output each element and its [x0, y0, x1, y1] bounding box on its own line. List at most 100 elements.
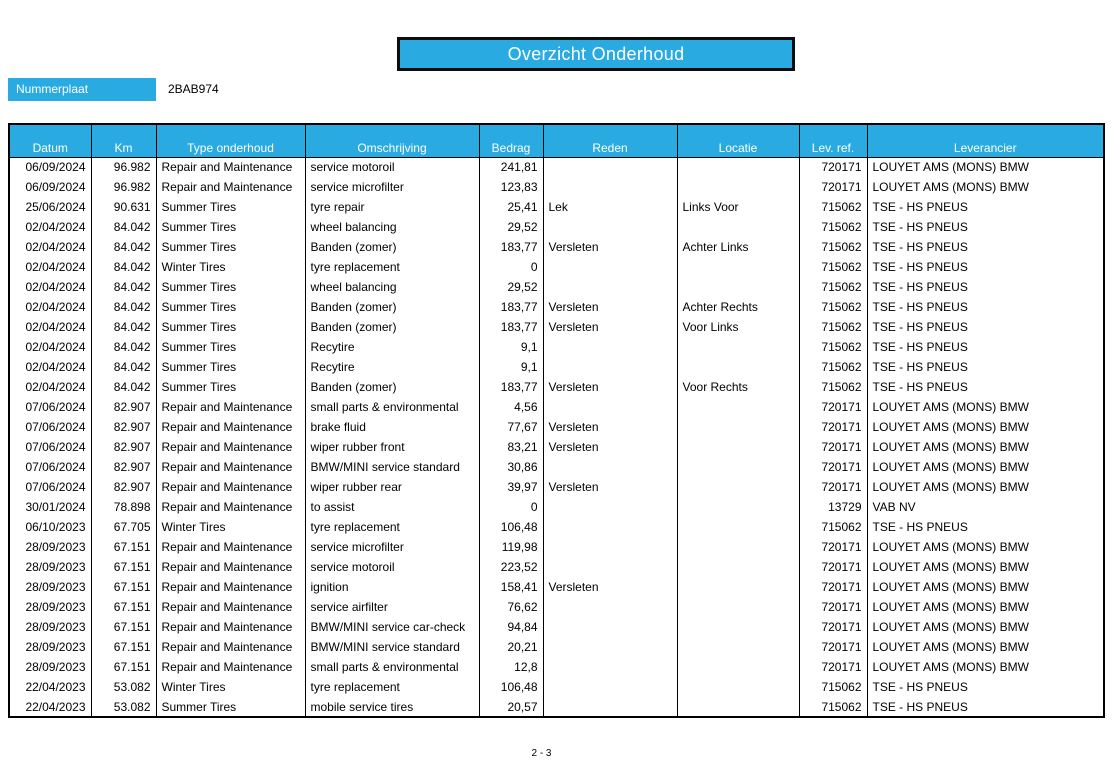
cell-datum: 06/09/2024 — [8, 177, 92, 197]
cell-datum: 22/04/2023 — [8, 697, 92, 717]
cell-datum: 07/06/2024 — [8, 397, 92, 417]
cell-locatie — [676, 577, 800, 597]
cell-datum: 02/04/2024 — [8, 317, 92, 337]
table-row: 02/04/2024 84.042 Summer Tires Banden (zome… — [8, 317, 1105, 337]
table-row: 28/09/2023 67.151 Repair and Maintenance BM… — [8, 617, 1105, 637]
cell-leverancier: LOUYET AMS (MONS) BMW — [866, 437, 1105, 457]
table-row: 02/04/2024 84.042 Summer Tires Banden (zome… — [8, 297, 1105, 317]
cell-type-onderhoud: Summer Tires — [155, 237, 306, 257]
cell-type-onderhoud: Winter Tires — [155, 257, 306, 277]
cell-lev-ref: 715062 — [798, 357, 868, 377]
maintenance-table-body: 06/09/2024 96.982 Repair and Maintenance se… — [8, 157, 1105, 717]
cell-locatie: Links Voor — [676, 197, 800, 217]
table-header-row: Datum Km Type onderhoud Omschrijving Bed… — [8, 124, 1105, 158]
table-row: 28/09/2023 67.151 Repair and Maintenance se… — [8, 537, 1105, 557]
cell-leverancier: TSE - HS PNEUS — [866, 277, 1105, 297]
table-row: 02/04/2024 84.042 Summer Tires wheel balanc… — [8, 217, 1105, 237]
cell-type-onderhoud: Summer Tires — [155, 197, 306, 217]
table-row: 06/10/2023 67.705 Winter Tires tyre replace… — [8, 517, 1105, 537]
cell-locatie — [676, 177, 800, 197]
cell-reden — [542, 357, 678, 377]
cell-reden — [542, 217, 678, 237]
cell-bedrag: 119,98 — [478, 537, 544, 557]
cell-km: 82.907 — [90, 477, 157, 497]
cell-leverancier: LOUYET AMS (MONS) BMW — [866, 577, 1105, 597]
cell-lev-ref: 715062 — [798, 337, 868, 357]
cell-datum: 02/04/2024 — [8, 357, 92, 377]
cell-leverancier: LOUYET AMS (MONS) BMW — [866, 537, 1105, 557]
column-header-bedrag: Bedrag — [478, 124, 544, 158]
cell-type-onderhoud: Summer Tires — [155, 377, 306, 397]
cell-lev-ref: 720171 — [798, 537, 868, 557]
cell-reden: Versleten — [542, 377, 678, 397]
cell-lev-ref: 715062 — [798, 517, 868, 537]
cell-omschrijving: wheel balancing — [304, 217, 480, 237]
cell-datum: 25/06/2024 — [8, 197, 92, 217]
cell-locatie — [676, 697, 800, 717]
column-header-omschrijving: Omschrijving — [304, 124, 480, 158]
cell-bedrag: 183,77 — [478, 317, 544, 337]
table-row: 28/09/2023 67.151 Repair and Maintenance se… — [8, 557, 1105, 577]
cell-bedrag: 183,77 — [478, 377, 544, 397]
cell-reden — [542, 517, 678, 537]
cell-omschrijving: service motoroil — [304, 157, 480, 177]
cell-locatie — [676, 597, 800, 617]
cell-reden — [542, 497, 678, 517]
cell-leverancier: VAB NV — [866, 497, 1105, 517]
cell-bedrag: 4,56 — [478, 397, 544, 417]
cell-type-onderhoud: Winter Tires — [155, 517, 306, 537]
cell-locatie: Voor Rechts — [676, 377, 800, 397]
cell-bedrag: 29,52 — [478, 217, 544, 237]
cell-reden: Versleten — [542, 577, 678, 597]
cell-km: 67.151 — [90, 657, 157, 677]
table-row: 02/04/2024 84.042 Summer Tires Banden (zome… — [8, 237, 1105, 257]
cell-type-onderhoud: Repair and Maintenance — [155, 457, 306, 477]
cell-leverancier: TSE - HS PNEUS — [866, 297, 1105, 317]
cell-lev-ref: 720171 — [798, 397, 868, 417]
cell-omschrijving: service airfilter — [304, 597, 480, 617]
cell-bedrag: 20,21 — [478, 637, 544, 657]
cell-datum: 02/04/2024 — [8, 337, 92, 357]
cell-lev-ref: 715062 — [798, 677, 868, 697]
table-row: 02/04/2024 84.042 Summer Tires Recytire 9,1 7… — [8, 337, 1105, 357]
cell-km: 84.042 — [90, 297, 157, 317]
cell-lev-ref: 715062 — [798, 257, 868, 277]
cell-datum: 06/09/2024 — [8, 157, 92, 177]
cell-km: 82.907 — [90, 417, 157, 437]
cell-leverancier: TSE - HS PNEUS — [866, 237, 1105, 257]
cell-leverancier: TSE - HS PNEUS — [866, 217, 1105, 237]
cell-omschrijving: tyre repair — [304, 197, 480, 217]
cell-type-onderhoud: Summer Tires — [155, 697, 306, 717]
cell-datum: 30/01/2024 — [8, 497, 92, 517]
table-row: 02/04/2024 84.042 Summer Tires Banden (zome… — [8, 377, 1105, 397]
cell-type-onderhoud: Repair and Maintenance — [155, 657, 306, 677]
table-row: 28/09/2023 67.151 Repair and Maintenance BM… — [8, 637, 1105, 657]
cell-lev-ref: 720171 — [798, 637, 868, 657]
cell-locatie — [676, 337, 800, 357]
cell-bedrag: 106,48 — [478, 677, 544, 697]
cell-km: 84.042 — [90, 237, 157, 257]
cell-lev-ref: 715062 — [798, 377, 868, 397]
cell-type-onderhoud: Repair and Maintenance — [155, 397, 306, 417]
cell-omschrijving: service motoroil — [304, 557, 480, 577]
report-title-text: Overzicht Onderhoud — [507, 43, 685, 64]
cell-leverancier: LOUYET AMS (MONS) BMW — [866, 477, 1105, 497]
cell-datum: 02/04/2024 — [8, 257, 92, 277]
cell-locatie — [676, 437, 800, 457]
cell-locatie — [676, 497, 800, 517]
cell-bedrag: 123,83 — [478, 177, 544, 197]
cell-km: 82.907 — [90, 437, 157, 457]
cell-type-onderhoud: Summer Tires — [155, 277, 306, 297]
cell-reden: Versleten — [542, 477, 678, 497]
cell-omschrijving: BMW/MINI service standard — [304, 457, 480, 477]
cell-leverancier: LOUYET AMS (MONS) BMW — [866, 177, 1105, 197]
cell-reden — [542, 157, 678, 177]
cell-km: 53.082 — [90, 677, 157, 697]
table-row: 28/09/2023 67.151 Repair and Maintenance ig… — [8, 577, 1105, 597]
cell-datum: 28/09/2023 — [8, 537, 92, 557]
cell-leverancier: LOUYET AMS (MONS) BMW — [866, 457, 1105, 477]
cell-leverancier: TSE - HS PNEUS — [866, 337, 1105, 357]
cell-bedrag: 223,52 — [478, 557, 544, 577]
table-row: 07/06/2024 82.907 Repair and Maintenance BM… — [8, 457, 1105, 477]
column-header-type-onderhoud: Type onderhoud — [155, 124, 306, 158]
